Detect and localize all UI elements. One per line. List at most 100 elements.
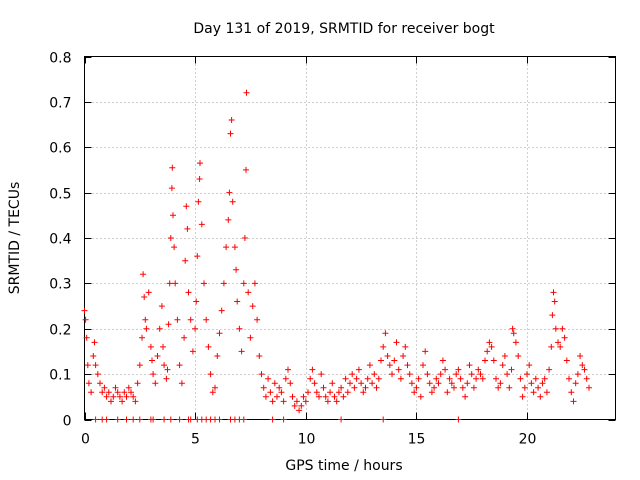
data-point	[94, 371, 101, 378]
data-point	[455, 416, 462, 423]
data-point	[163, 375, 170, 382]
data-point	[517, 375, 524, 382]
data-point	[236, 325, 243, 332]
data-point	[233, 266, 240, 273]
data-point	[417, 393, 424, 400]
data-point	[130, 393, 137, 400]
y-tick-label: 0.8	[49, 51, 71, 67]
data-point	[258, 371, 265, 378]
data-point	[404, 362, 411, 369]
data-point	[470, 384, 477, 391]
data-point	[167, 416, 174, 423]
data-point	[311, 380, 318, 387]
data-point	[482, 357, 488, 364]
data-point	[455, 366, 462, 373]
data-point	[586, 384, 592, 391]
data-point	[349, 371, 356, 378]
data-point	[535, 384, 542, 391]
data-point	[234, 298, 241, 305]
y-axis-label: SRMTID / TECUs	[7, 182, 23, 295]
data-point	[375, 375, 382, 382]
data-point	[97, 380, 103, 387]
data-point	[504, 371, 511, 378]
data-point	[530, 389, 537, 396]
data-point	[110, 393, 117, 400]
data-point	[136, 416, 143, 423]
data-point	[581, 366, 588, 373]
data-point	[81, 307, 88, 314]
data-point	[486, 339, 493, 346]
data-point	[510, 330, 517, 337]
data-point	[495, 384, 502, 391]
data-point	[371, 371, 378, 378]
data-point	[256, 353, 263, 359]
data-points	[81, 89, 592, 423]
data-point	[194, 253, 201, 260]
data-point	[280, 416, 287, 423]
data-point	[101, 384, 108, 391]
data-point	[552, 325, 559, 332]
data-point	[108, 398, 114, 405]
data-point	[331, 393, 338, 400]
data-point	[278, 389, 285, 396]
data-point	[340, 393, 347, 400]
data-point	[338, 384, 345, 391]
data-point	[136, 362, 143, 369]
data-point	[384, 353, 391, 359]
data-point	[508, 366, 515, 373]
data-point	[362, 384, 369, 391]
data-point	[99, 389, 106, 396]
y-tick-label: 0	[63, 414, 72, 430]
data-point	[287, 380, 294, 387]
data-point	[411, 389, 418, 396]
data-point	[91, 339, 98, 346]
data-point	[83, 334, 90, 341]
data-point	[216, 416, 223, 423]
data-point	[408, 380, 415, 387]
data-point	[291, 402, 298, 409]
data-point	[226, 189, 233, 196]
data-point	[209, 389, 216, 396]
data-point	[464, 380, 471, 387]
data-point	[305, 389, 311, 396]
data-point	[431, 384, 438, 391]
data-point	[579, 362, 586, 369]
data-point	[154, 353, 161, 359]
data-point	[134, 380, 141, 387]
data-point	[254, 316, 261, 323]
data-point	[466, 362, 473, 369]
data-point	[537, 393, 544, 400]
data-point	[316, 393, 322, 400]
data-point	[473, 375, 480, 382]
data-point	[169, 164, 176, 171]
data-point	[528, 380, 535, 387]
data-point	[174, 316, 181, 323]
x-tick-label: 20	[519, 432, 537, 448]
x-tick-label: 0	[81, 432, 90, 448]
data-point	[282, 375, 289, 382]
data-point	[499, 362, 506, 369]
data-point	[448, 380, 455, 387]
data-point	[152, 380, 159, 387]
data-point	[342, 375, 349, 382]
data-point	[121, 389, 128, 396]
data-point	[161, 416, 168, 423]
data-point	[165, 321, 172, 328]
data-point	[192, 325, 199, 332]
data-point	[247, 334, 254, 341]
data-point	[240, 416, 247, 423]
data-point	[442, 366, 449, 373]
data-point	[468, 371, 475, 378]
data-point	[181, 334, 188, 341]
data-point	[184, 225, 191, 232]
data-point	[539, 380, 546, 387]
data-point	[187, 316, 194, 323]
data-point	[216, 330, 223, 337]
data-point	[501, 353, 508, 359]
data-point	[509, 325, 516, 332]
data-point	[400, 353, 407, 359]
data-point	[397, 375, 404, 382]
data-point	[380, 416, 387, 423]
data-point	[271, 380, 278, 387]
